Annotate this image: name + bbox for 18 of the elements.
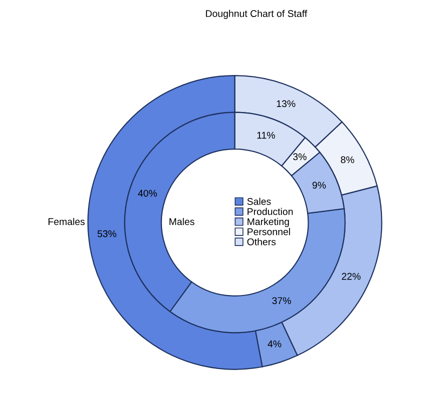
data-label: 3%: [293, 153, 306, 160]
data-label: 40%: [138, 190, 157, 197]
data-label: 22%: [342, 272, 361, 280]
data-label: 13%: [276, 100, 296, 108]
data-label: 37%: [272, 297, 291, 304]
data-label: 11%: [257, 132, 275, 139]
legend-label: Production: [248, 208, 293, 216]
data-label: 4%: [268, 340, 282, 348]
legend-label: Marketing: [248, 218, 289, 228]
slice-label: Males: [170, 218, 194, 226]
legend-label: Personnel: [248, 228, 290, 236]
legend-label: Others: [247, 238, 276, 246]
data-label: 53%: [98, 230, 116, 238]
chart-title: Doughnut Chart of Staff: [206, 10, 308, 19]
slice-label: Females: [48, 218, 85, 226]
data-label: 9%: [312, 182, 326, 189]
legend-label: Sales: [247, 198, 271, 205]
data-label: 8%: [340, 156, 354, 164]
